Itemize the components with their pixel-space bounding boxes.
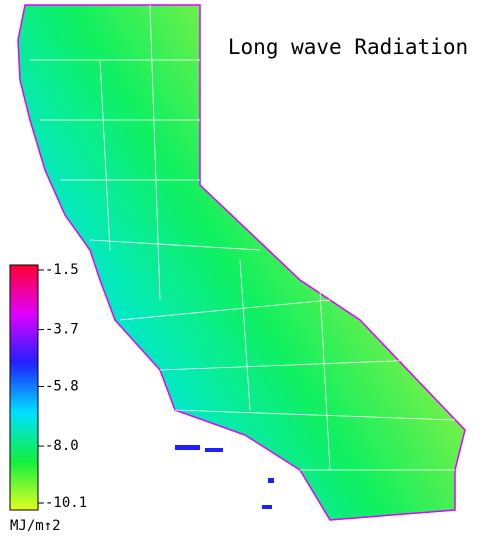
colorbar-tick-label: -10.1: [45, 495, 87, 511]
colorbar-tick-label: -3.7: [45, 322, 79, 338]
islands: [175, 445, 274, 509]
colorbar-tick-label: -8.0: [45, 438, 79, 454]
county-lines: [30, 4, 456, 471]
colorbar: [9, 264, 39, 511]
colorbar-tick-label: -1.5: [45, 262, 79, 278]
map-title: Long wave Radiation: [228, 35, 468, 59]
california: [17, 4, 466, 521]
colorbar-tick-label: -5.8: [45, 379, 79, 395]
colorbar-unit: MJ/m↑2: [10, 518, 61, 534]
